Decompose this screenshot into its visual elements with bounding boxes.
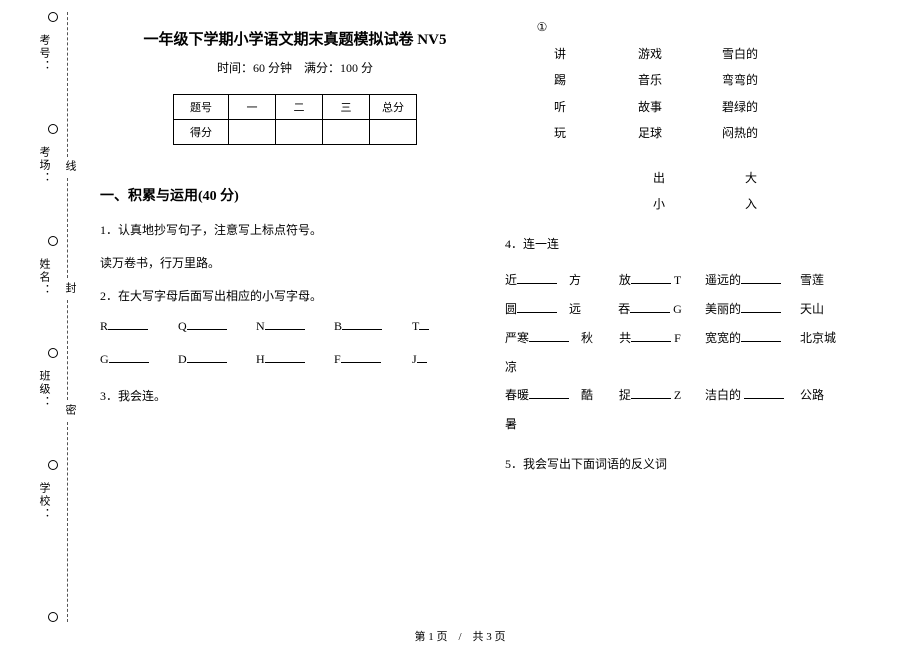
circled-1: ①: [535, 20, 549, 34]
sidebar-label-school: 学校：: [36, 482, 52, 521]
q2: 2．在大写字母后面写出相应的小写字母。: [100, 285, 490, 308]
dash-label-3: 密: [62, 404, 78, 415]
column-left: 一年级下学期小学语文期末真题模拟试卷 NV5 时间：60 分钟 满分：100 分…: [100, 20, 490, 610]
letter-row-a: R Q N B T: [100, 317, 490, 334]
match-row: 圆 远 吞 G 美丽的 天山: [505, 295, 905, 324]
match-row: 严寒 秋凉 共 F 宽宽的 北京城: [505, 324, 905, 382]
dash-label-1: 线: [62, 160, 78, 171]
dash-label-2: 封: [62, 282, 78, 293]
q1: 1．认真地抄写句子，注意写上标点符号。: [100, 219, 490, 242]
q1-text: 读万卷书，行万里路。: [100, 252, 490, 275]
pair-out: 出: [653, 165, 665, 191]
sidebar-label-examno: 考号：: [36, 34, 52, 73]
score-table: 题号 一 二 三 总分 得分: [173, 94, 417, 145]
q3: 3．我会连。: [100, 385, 490, 408]
pair-big: 大: [745, 165, 757, 191]
page-number: 第 1 页 / 共 3 页: [0, 628, 920, 644]
sidebar-label-room: 考场：: [36, 146, 52, 185]
sidebar-label-name: 姓名：: [36, 258, 52, 297]
sidebar-label-class: 班级：: [36, 370, 52, 409]
section-1-heading: 一、积累与运用(40 分): [100, 185, 490, 205]
th-1: 一: [229, 95, 276, 120]
th-4: 总分: [370, 95, 417, 120]
match-row: 春暖 酷暑 捉 Z 洁白的 公路: [505, 381, 905, 439]
page-title: 一年级下学期小学语文期末真题模拟试卷 NV5: [100, 28, 490, 49]
match-row: 近 方 放 T 遥远的 雪莲: [505, 266, 905, 295]
th-0: 题号: [174, 95, 229, 120]
binding-sidebar: 考号： 考场： 姓名： 班级： 学校： 线 封 密: [12, 12, 72, 632]
letter-row-b: G D H F J: [100, 350, 490, 367]
column-right: ① 讲 游戏 雪白的 踢 音乐 弯弯的 听 故事 碧绿的 玩 足球 闷热的 出 …: [505, 20, 905, 610]
page-subtitle: 时间：60 分钟 满分：100 分: [100, 59, 490, 76]
th-3: 三: [323, 95, 370, 120]
th-2: 二: [276, 95, 323, 120]
q4: 4．连一连: [505, 233, 905, 256]
q5: 5．我会写出下面词语的反义词: [505, 453, 905, 476]
row2-label: 得分: [174, 120, 229, 145]
pair-in: 入: [745, 191, 757, 217]
pair-small: 小: [653, 191, 665, 217]
